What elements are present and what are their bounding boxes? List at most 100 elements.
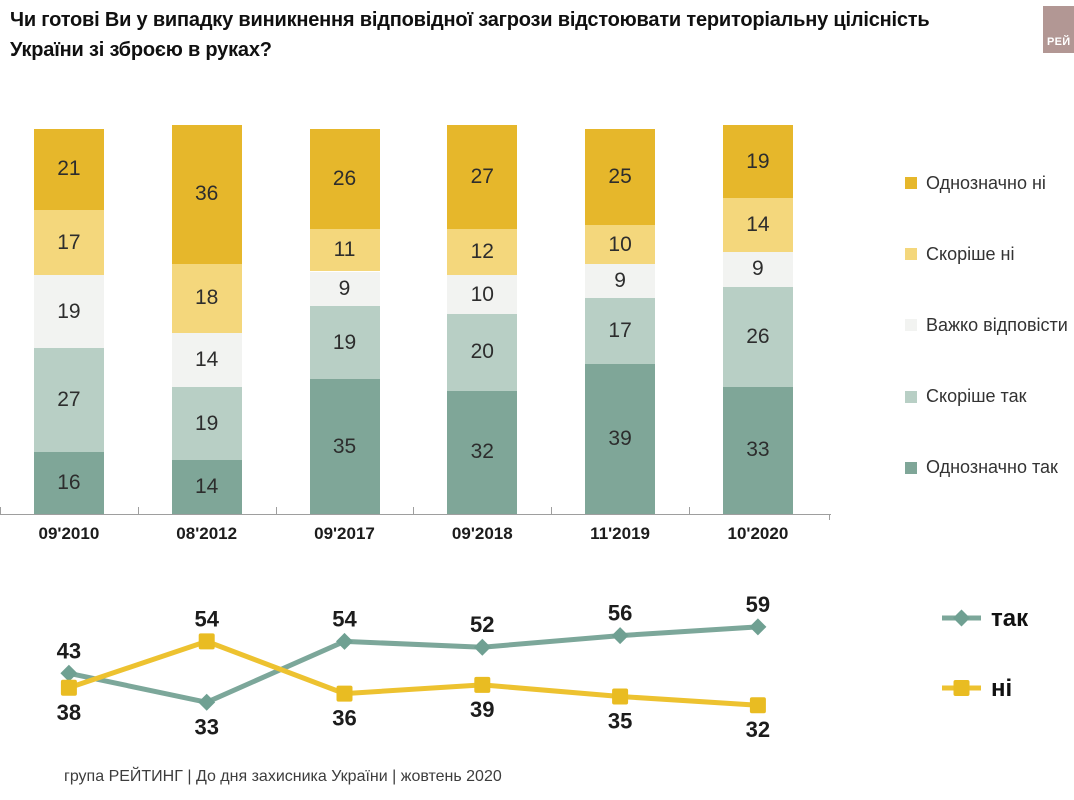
line-value-label: 36	[332, 706, 356, 731]
bar-value-label: 21	[57, 157, 81, 181]
legend-swatch	[905, 319, 917, 332]
bar-segment: 21	[33, 129, 104, 210]
diamond-marker	[749, 618, 767, 636]
bar-value-label: 33	[746, 438, 770, 462]
x-axis	[0, 514, 831, 515]
bar-segment: 20	[447, 313, 518, 391]
bar-value-label: 19	[195, 411, 219, 435]
axis-tick	[689, 507, 690, 514]
bar-value-label: 39	[608, 426, 632, 450]
line-value-label: 52	[470, 612, 494, 637]
square-marker	[953, 680, 970, 696]
bar-value-label: 14	[195, 475, 219, 499]
line-value-label: 39	[470, 697, 494, 722]
bar-segment: 9	[309, 271, 380, 307]
bar-value-label: 17	[57, 230, 81, 254]
bar-segment: 12	[447, 229, 518, 276]
line-value-label: 54	[194, 606, 219, 631]
axis-tick	[413, 507, 415, 514]
legend-swatch	[905, 248, 917, 261]
bar-segment: 33	[722, 386, 793, 514]
square-marker	[336, 685, 353, 702]
legend-item: Важко відповісти	[905, 313, 1068, 337]
line-value-label: 56	[608, 601, 632, 626]
x-axis-label: 09'2010	[38, 524, 100, 543]
legend-item: Однозначно так	[905, 456, 1058, 480]
bar-segment: 27	[447, 125, 518, 230]
source-caption: група РЕЙТИНГ | До дня захисника України…	[64, 768, 502, 785]
legend-item: Скоріше так	[905, 385, 1026, 409]
bar-segment: 25	[585, 129, 656, 226]
diamond-marker	[336, 632, 353, 650]
line-value-label: 33	[194, 714, 218, 739]
bar-value-label: 11	[333, 238, 356, 262]
bar-segment: 19	[309, 306, 380, 380]
bar-value-label: 18	[195, 286, 219, 310]
bar-segment: 26	[722, 286, 793, 387]
bar-segment: 18	[171, 263, 242, 334]
line-legend-label: так	[991, 605, 1029, 632]
bar-segment: 14	[171, 333, 242, 387]
line-value-label: 35	[608, 709, 632, 734]
square-marker	[749, 697, 766, 714]
diamond-marker	[953, 609, 970, 627]
bar-value-label: 19	[332, 330, 357, 354]
bar-segment: 10	[447, 275, 518, 314]
bar-segment: 9	[722, 252, 793, 287]
bar-value-label: 10	[608, 232, 632, 256]
line-path	[68, 638, 759, 708]
logo-text: РЕЙ	[1047, 36, 1071, 48]
bar-segment: 17	[33, 209, 104, 276]
bar-segment: 39	[585, 363, 656, 515]
line-value-label: 32	[746, 717, 770, 742]
line-chart: 43 33 54 52 56 59 так 38 54 36 39 35 32 ні	[57, 592, 1029, 742]
bar-value-label: 26	[746, 324, 770, 348]
bar-value-label: 19	[746, 149, 770, 173]
bar-segment: 19	[171, 387, 242, 461]
legend-label: Однозначно ні	[926, 172, 1046, 193]
bar-segment: 19	[722, 125, 793, 199]
axis-tick	[275, 507, 277, 514]
bar-value-label: 9	[752, 257, 764, 281]
square-marker	[474, 676, 491, 693]
diamond-marker	[198, 693, 216, 711]
bar-value-label: 12	[470, 240, 494, 264]
bar-value-label: 10	[470, 282, 494, 306]
line-value-label: 59	[746, 592, 770, 617]
bar-value-label: 9	[338, 276, 351, 300]
x-axis-label: 09'2017	[314, 524, 375, 543]
bar-value-label: 20	[470, 340, 494, 364]
legend-label: Однозначно так	[926, 457, 1058, 478]
diamond-marker	[611, 627, 629, 645]
bar-value-label: 17	[608, 319, 632, 343]
bar-value-label: 27	[57, 388, 81, 412]
bar-segment: 27	[33, 348, 104, 453]
line-path	[68, 624, 759, 705]
axis-tick	[137, 507, 139, 514]
legend-swatch	[905, 461, 917, 474]
square-marker	[198, 633, 215, 650]
legend-item: Однозначно ні	[905, 171, 1046, 195]
x-axis-label: 09'2018	[451, 524, 513, 543]
page-title: Чи готові Ви у випадку виникнення відпов…	[10, 9, 930, 61]
legend-swatch	[905, 390, 917, 403]
axis-tick	[0, 507, 1, 514]
square-marker	[60, 679, 77, 696]
diamond-marker	[473, 638, 491, 656]
bar-segment: 10	[585, 225, 656, 264]
legend-label: Важко відповісти	[926, 314, 1068, 335]
bar-segment: 11	[309, 229, 380, 272]
bar-segment: 14	[171, 460, 242, 514]
rating-group-logo: РЕЙ	[1043, 6, 1074, 53]
legend-label: Скоріше ні	[926, 243, 1015, 264]
bar-value-label: 35	[332, 434, 357, 458]
bar-segment: 14	[722, 198, 793, 253]
line-value-label: 54	[332, 606, 357, 631]
bar-value-label: 36	[195, 182, 219, 206]
bar-value-label: 32	[470, 440, 494, 464]
line-value-label: 38	[57, 700, 81, 725]
bar-segment: 36	[171, 125, 242, 264]
bar-segment: 16	[33, 452, 104, 514]
